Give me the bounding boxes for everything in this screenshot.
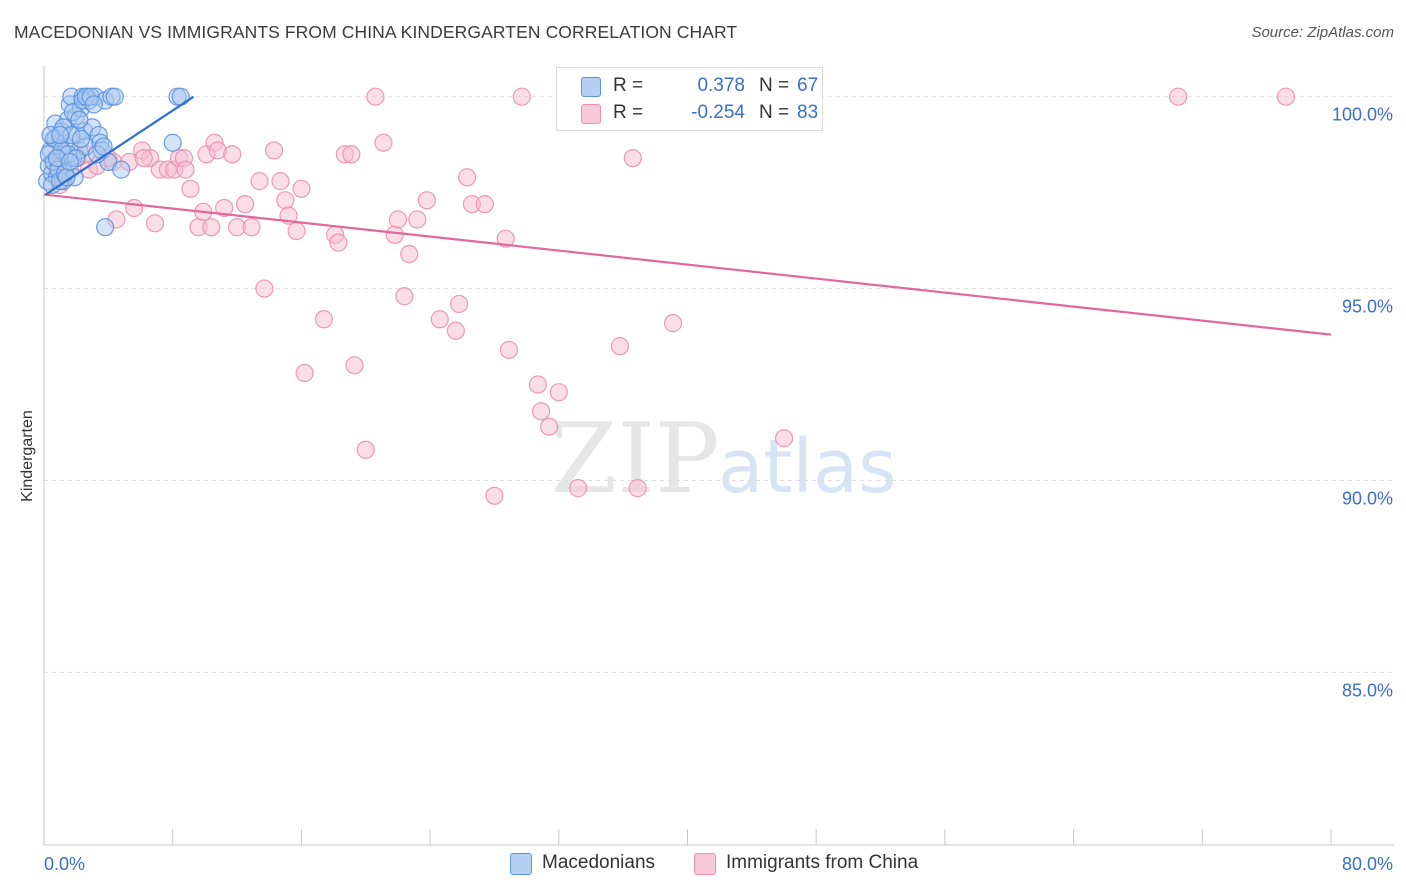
x-tick-labels: 0.0% 80.0% [44,854,1393,874]
data-point-immigrants-from-china [345,356,364,375]
legend-r-value: -0.254 [691,102,745,123]
data-point-immigrants-from-china [295,363,314,383]
legend-r-label: R = [613,102,644,123]
legend-n-label: N = [759,102,790,123]
data-point-immigrants-from-china [255,279,274,298]
data-point-immigrants-from-china [235,195,255,214]
legend-r-label: R = [613,75,644,96]
data-point-immigrants-from-china [124,198,144,218]
series-legend: Macedonians Immigrants from China [0,852,1406,878]
data-point-immigrants-from-china [329,233,348,252]
y-tick-labels: 100.0% 95.0% 90.0% 85.0% [1332,105,1393,701]
data-point-immigrants-from-china [1169,87,1188,106]
data-point-immigrants-from-china [499,340,519,360]
data-point-immigrants-from-china [374,133,393,152]
data-point-immigrants-from-china [532,402,551,421]
data-point-immigrants-from-china [342,145,361,164]
legend-n-label: N = [759,75,790,96]
data-point-immigrants-from-china [145,214,165,233]
data-point-immigrants-from-china [287,221,306,241]
data-point-immigrants-from-china [774,429,794,448]
legend-swatch-macedonians [581,77,601,97]
series-legend-swatch-immigrants-from-china [694,853,716,875]
watermark-atlas: atlas [718,424,897,510]
data-point-immigrants-from-china [549,383,568,402]
watermark-zip: ZIP [550,403,719,515]
data-point-macedonians [112,160,131,179]
data-point-immigrants-from-china [292,179,311,198]
correlation-legend: R = 0.378 N = 67 R = -0.254 N = 83 [556,67,823,131]
axes [43,66,1394,846]
legend-r-value: 0.378 [697,75,745,96]
trend-lines [43,95,1332,336]
data-point-macedonians [171,87,190,106]
series-legend-swatch-macedonians [510,853,532,875]
data-point-immigrants-from-china [366,87,385,106]
data-point-macedonians [105,87,124,106]
y-axis-label: Kindergarten [19,410,36,502]
data-point-macedonians [70,110,89,129]
data-point-immigrants-from-china [449,294,469,314]
data-point-immigrants-from-china [181,179,200,198]
data-point-immigrants-from-china [400,244,419,264]
data-point-immigrants-from-china [1276,87,1296,106]
x-tick-label: 0.0% [44,854,85,874]
data-point-immigrants-from-china [408,210,427,229]
data-point-immigrants-from-china [250,172,269,191]
series-legend-label: Immigrants from China [726,852,919,873]
data-point-immigrants-from-china [628,479,647,498]
data-point-immigrants-from-china [215,198,234,218]
data-point-immigrants-from-china [388,210,408,229]
chart-source: Source: ZipAtlas.com [1251,24,1394,41]
trend-line-macedonians [45,95,195,196]
data-point-immigrants-from-china [417,191,436,210]
y-tick-label: 95.0% [1342,297,1393,317]
data-point-immigrants-from-china [512,87,531,106]
data-point-immigrants-from-china [623,148,642,168]
gridlines [44,96,1394,673]
data-point-immigrants-from-china [276,191,295,210]
data-point-immigrants-from-china [223,145,242,164]
data-point-immigrants-from-china [356,440,375,459]
data-point-immigrants-from-china [540,417,559,436]
data-point-immigrants-from-china [271,172,290,191]
data-point-immigrants-from-china [610,337,630,356]
data-point-immigrants-from-china [458,168,477,187]
data-point-immigrants-from-china [202,218,221,237]
data-point-immigrants-from-china [430,310,449,329]
legend-n-value: 67 [797,75,819,96]
legend-n-value: 83 [797,102,819,123]
x-tick-label: 80.0% [1342,854,1393,874]
data-point-immigrants-from-china [475,195,494,214]
data-point-immigrants-from-china [385,225,404,244]
data-point-immigrants-from-china [485,486,504,505]
data-point-immigrants-from-china [176,160,195,179]
series-legend-label: Macedonians [542,852,656,873]
legend-swatch-immigrants-from-china [581,104,601,124]
y-tick-label: 90.0% [1342,488,1393,508]
data-point-immigrants-from-china [242,218,261,237]
data-point-macedonians [60,152,79,172]
data-point-immigrants-from-china [314,310,334,329]
data-point-macedonians [84,95,103,114]
data-point-macedonians [163,133,182,152]
data-point-immigrants-from-china [446,321,465,340]
data-point-immigrants-from-china [663,314,683,333]
data-point-macedonians [71,129,91,149]
data-point-macedonians [50,125,70,145]
data-point-immigrants-from-china [134,148,153,168]
data-point-immigrants-from-china [569,479,588,498]
data-point-immigrants-from-china [395,287,414,306]
data-point-macedonians [96,218,115,237]
y-tick-label: 85.0% [1342,680,1393,700]
data-point-immigrants-from-china [496,229,515,248]
y-tick-label: 100.0% [1332,105,1393,125]
data-point-immigrants-from-china [528,375,547,394]
trend-line-immigrants-from-china [43,193,1332,336]
data-point-immigrants-from-china [264,141,284,160]
series-macedonians [38,87,190,237]
chart-title: MACEDONIAN VS IMMIGRANTS FROM CHINA KIND… [14,22,738,42]
